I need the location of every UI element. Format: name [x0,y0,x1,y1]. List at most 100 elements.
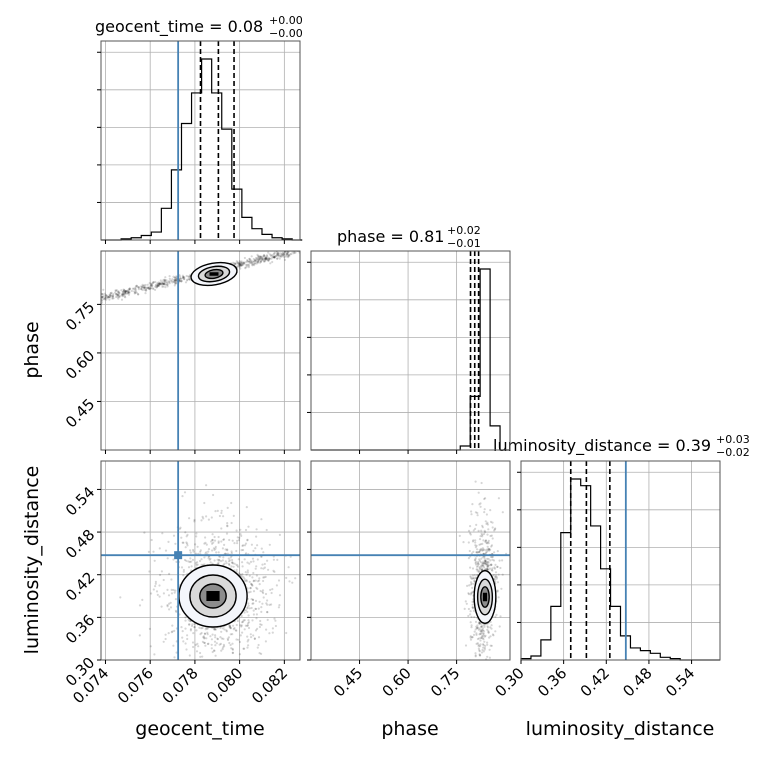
scatter-point [468,584,471,587]
scatter-point [227,557,230,560]
scatter-point [109,296,112,299]
scatter-point [246,624,249,627]
scatter-point [486,563,489,567]
scatter-point [281,254,284,257]
scatter-point [476,562,479,566]
scatter-point [479,654,482,657]
scatter-point [185,274,188,278]
scatter-point [496,590,499,593]
scatter-point [122,291,125,294]
scatter-point [226,506,229,509]
scatter-point [109,292,112,295]
scatter-point [207,548,211,551]
scatter-point [478,503,481,506]
scatter-point [191,641,195,644]
scatter-point [235,629,238,632]
scatter-point [473,580,476,583]
scatter-point [487,561,490,564]
scatter-point [482,630,486,633]
scatter-point [162,282,165,285]
scatter-point [258,257,261,261]
scatter-point [174,281,178,284]
scatter-point [280,253,283,256]
scatter-point [238,640,241,644]
scatter-point [205,484,208,487]
scatter-point [118,295,121,298]
scatter-point [290,247,292,249]
scatter-point [240,534,243,538]
scatter-point [212,493,215,497]
scatter-point [480,622,483,625]
scatter-point [480,628,483,631]
scatter-point [242,262,245,265]
scatter-point [259,256,262,259]
scatter-point [472,550,475,554]
scatter-point [275,254,278,257]
scatter-point [493,528,497,531]
scatter-point [467,541,470,544]
scatter-point [274,619,277,622]
scatter-point [247,263,250,266]
scatter-point [475,633,478,637]
scatter-point [252,262,255,266]
scatter-point [246,538,249,541]
scatter-point [249,587,252,590]
scatter-point [213,548,216,552]
scatter-point [266,618,269,622]
scatter-point [220,649,223,652]
scatter-point [217,561,220,564]
scatter-point [481,548,484,552]
scatter-point [496,581,500,584]
scatter-point [212,547,215,550]
scatter-point [203,501,206,505]
scatter-point [250,582,253,586]
scatter-point [232,514,235,518]
scatter-point [245,580,248,583]
scatter-point [175,278,178,281]
scatter-point [112,294,115,297]
scatter-point [260,260,263,263]
x-tick-label: 0.54 [662,664,698,700]
scatter-point [125,290,128,293]
scatter-point [246,260,249,263]
scatter-point [129,288,132,291]
scatter-point [183,558,187,562]
scatter-point [213,640,217,643]
scatter-point [235,638,238,641]
scatter-point [121,294,124,297]
scatter-point [498,559,501,562]
scatter-point [238,263,242,266]
scatter-point [483,557,486,560]
x-tick-label: 0.082 [248,664,291,707]
scatter-point [262,591,265,595]
scatter-point [466,584,469,588]
scatter-point [469,525,472,528]
frame-layer [100,40,721,661]
scatter-point [486,565,489,568]
scatter-point [477,643,480,646]
scatter-point [479,636,483,640]
scatter-point [484,559,487,563]
scatter-point [185,541,188,544]
scatter-point [493,551,496,554]
scatter-point [188,278,191,281]
scatter-point [137,293,140,296]
scatter-point [481,542,484,546]
scatter-point [194,643,197,647]
scatter-point [103,296,106,299]
y-tick-label: 0.45 [62,395,98,431]
scatter-point [473,582,476,586]
histogram-phase [311,268,510,451]
scatter-point [149,284,152,288]
scatter-point [216,562,219,565]
scatter-point [158,282,161,285]
scatter-point [156,284,159,288]
scatter-point [144,283,147,287]
ylabel-luminosity-distance: luminosity_distance [21,466,43,655]
scatter-point [266,599,269,602]
scatter-point [132,287,135,290]
scatter-point [157,282,160,286]
scatter-point [233,262,236,265]
scatter-point [225,562,228,565]
scatter-point [487,631,490,634]
